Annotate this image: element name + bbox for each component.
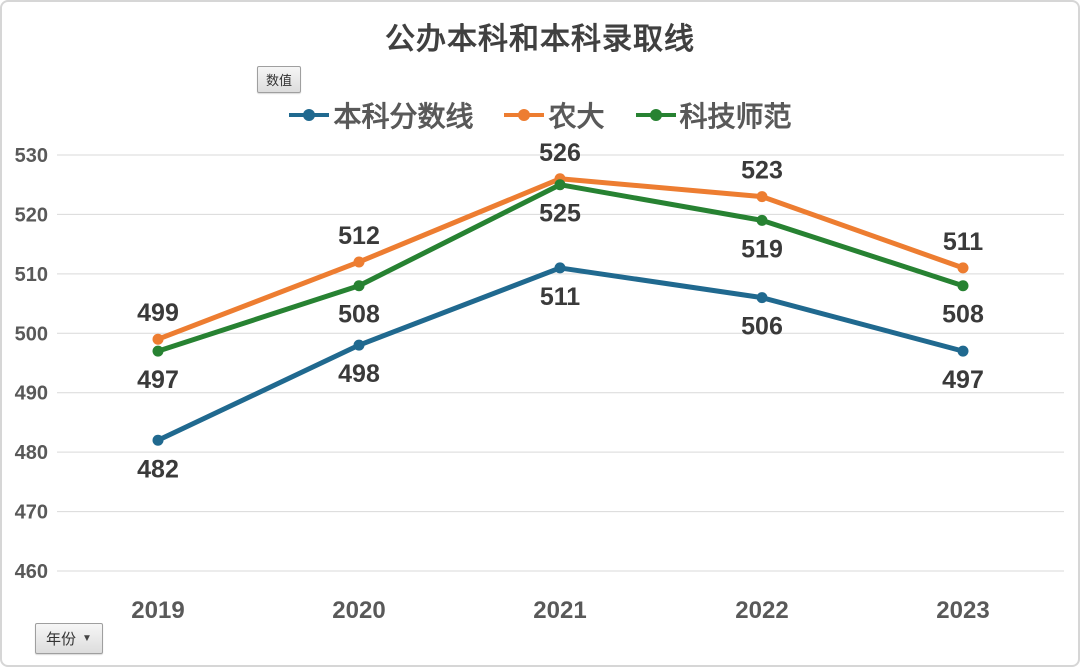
data-point — [152, 434, 164, 446]
y-tick-label: 490 — [15, 383, 48, 405]
year-field-label: 年份 — [46, 631, 77, 648]
legend-label: 农大 — [548, 101, 605, 132]
y-tick-label: 500 — [15, 323, 48, 345]
data-label: 511 — [943, 228, 983, 256]
data-point — [756, 214, 768, 226]
y-tick-label: 520 — [15, 204, 48, 226]
legend-label: 本科分数线 — [333, 101, 474, 132]
data-label: 482 — [137, 455, 179, 483]
legend-item-keji[interactable]: 科技师范 — [635, 95, 792, 135]
data-point — [353, 256, 365, 268]
data-label: 519 — [741, 235, 783, 263]
y-tick-label: 530 — [15, 145, 48, 167]
legend-item-benke[interactable]: 本科分数线 — [288, 95, 473, 135]
chart-legend: 本科分数线 农大 科技师范 — [2, 95, 1078, 135]
x-tick-label: 2023 — [936, 597, 989, 624]
data-point — [957, 280, 969, 292]
data-point — [756, 292, 768, 304]
legend-marker-line-dot-icon — [635, 109, 676, 121]
value-field-label: 数值 — [266, 73, 293, 88]
data-label: 511 — [540, 283, 580, 311]
data-point — [756, 191, 768, 203]
data-point — [957, 345, 969, 357]
y-tick-label: 460 — [15, 561, 48, 583]
legend-marker-line-dot-icon — [504, 109, 545, 121]
data-label: 497 — [942, 366, 984, 394]
data-point — [957, 262, 969, 274]
data-point — [554, 262, 566, 274]
year-field-button[interactable]: 年份 ▼ — [35, 623, 103, 654]
data-label: 497 — [137, 366, 179, 394]
y-tick-label: 470 — [15, 502, 48, 524]
value-field-button[interactable]: 数值 — [257, 66, 302, 93]
data-label: 508 — [338, 301, 380, 329]
data-label: 506 — [741, 313, 783, 341]
legend-label: 科技师范 — [679, 101, 792, 132]
data-label: 526 — [539, 139, 581, 167]
data-point — [353, 339, 365, 351]
data-point — [152, 345, 164, 357]
x-tick-label: 2020 — [332, 597, 385, 624]
data-point — [554, 179, 566, 191]
x-tick-label: 2022 — [735, 597, 788, 624]
y-tick-label: 510 — [15, 264, 48, 286]
data-point — [353, 280, 365, 292]
x-tick-label: 2019 — [131, 597, 184, 624]
legend-item-nongda[interactable]: 农大 — [503, 95, 605, 135]
data-label: 523 — [741, 157, 783, 185]
x-tick-label: 2021 — [533, 597, 586, 624]
data-label: 508 — [942, 301, 984, 329]
data-label: 498 — [338, 360, 380, 388]
dropdown-arrow-icon: ▼ — [82, 632, 92, 644]
data-label: 499 — [137, 299, 179, 327]
legend-marker-line-dot-icon — [289, 109, 330, 121]
data-label: 525 — [539, 200, 581, 228]
y-tick-label: 480 — [15, 442, 48, 464]
data-label: 512 — [338, 222, 380, 250]
chart-title: 公办本科和本科录取线 — [385, 23, 695, 56]
data-point — [152, 333, 164, 345]
